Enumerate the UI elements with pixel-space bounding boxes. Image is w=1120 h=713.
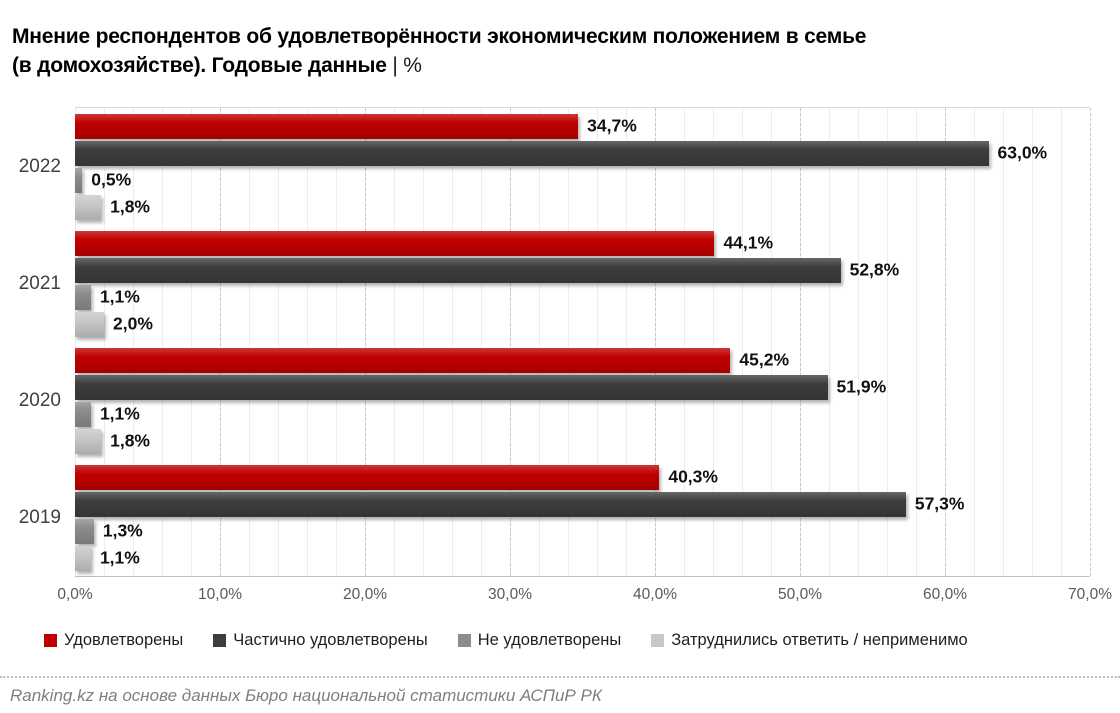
x-tick-70: 70,0% [1068,586,1112,603]
gridline-60 [945,108,946,576]
data-label-2020-1: 51,9% [836,376,887,397]
y-axis-label-2020: 2020 [18,389,61,411]
data-label-2021-3: 2,0% [113,313,153,334]
bar-2021-1 [75,257,841,283]
legend-item-2: Не удовлетворены [457,631,622,650]
y-axis-label-2019: 2019 [18,506,61,528]
bar-row-2022-0: 34,7% [75,113,1090,139]
bar-row-2020-2: 1,1% [75,401,1090,427]
legend-label-1: Частично удовлетворены [233,631,428,649]
data-label-2021-0: 44,1% [723,232,774,253]
bar-group-2020: 2020 45,2% 51,9% 1,1% 1,8% [19,342,1090,459]
bar-row-2021-0: 44,1% [75,230,1090,256]
bar-2019-1 [75,491,906,517]
legend: Удовлетворены Частично удовлетворены Не уд… [44,631,968,650]
legend-item-0: Удовлетворены [44,631,183,650]
bar-group-2019: 2019 40,3% 57,3% 1,3% 1,1% [19,459,1090,576]
data-label-2020-2: 1,1% [99,403,140,424]
bar-row-2019-3: 1,1% [75,545,1090,571]
bar-row-2019-0: 40,3% [75,464,1090,490]
bar-row-2021-3: 2,0% [75,311,1090,337]
bar-row-2021-2: 1,1% [75,284,1090,310]
bar-row-2022-2: 0,5% [75,167,1090,193]
gridline-40 [655,108,656,576]
bar-row-2020-0: 45,2% [75,347,1090,373]
data-label-2022-3: 1,8% [110,196,150,217]
bar-2021-0 [75,230,715,256]
legend-label-3: Затруднились ответить / неприменимо [671,631,968,649]
gridline-10 [220,108,221,576]
bar-2022-1 [75,140,989,166]
y-axis-label-2022: 2022 [18,155,61,177]
bar-2021-3 [75,311,104,337]
data-label-2022-1: 63,0% [997,142,1048,163]
bar-2020-2 [75,401,91,427]
legend-swatch-0 [44,634,57,647]
bar-group-2022: 2022 34,7% 63,0% 0,5% 1,8% [19,108,1090,225]
bar-row-2022-3: 1,8% [75,194,1090,220]
bar-row-2020-3: 1,8% [75,428,1090,454]
x-tick-10: 10,0% [198,586,242,603]
legend-item-3: Затруднились ответить / неприменимо [651,631,968,650]
bar-2021-2 [75,284,91,310]
legend-item-1: Частично удовлетворены [213,631,428,650]
data-label-2020-0: 45,2% [739,349,790,370]
gridline-30 [510,108,511,576]
gridline-70 [1090,108,1091,576]
legend-swatch-1 [213,634,227,647]
legend-label-0: Удовлетворены [64,631,184,649]
data-label-2019-0: 40,3% [668,466,718,487]
x-tick-0: 0,0% [57,586,93,603]
x-axis: 0,0% 10,0% 20,0% 30,0% 40,0% 50,0% 60,0% 70,0% [57,586,1112,608]
bar-2020-3 [75,428,102,454]
bar-2020-0 [75,347,731,373]
chart-title-line2: (в домохозяйстве). Годовые данные | % [12,54,422,77]
gridline-20 [365,108,366,576]
data-label-2019-3: 1,1% [99,547,140,568]
bar-2019-2 [75,518,94,544]
chart-title: Мнение респондентов об удовлетворённости… [12,22,866,80]
bar-row-2020-1: 51,9% [75,374,1090,400]
bar-2022-0 [75,113,579,139]
data-label-2020-3: 1,8% [110,430,150,451]
gridline-50 [800,108,801,576]
x-tick-50: 50,0% [778,586,822,603]
legend-swatch-3 [651,634,665,647]
data-label-2022-0: 34,7% [587,115,637,136]
x-tick-30: 30,0% [488,586,532,603]
data-label-2019-1: 57,3% [914,493,965,514]
plot-area: 2022 34,7% 63,0% 0,5% 1,8% 2021 44,1% 52,8% 1,1%… [19,107,1091,577]
bar-2022-3 [75,194,102,220]
data-label-2022-2: 0,5% [91,169,132,190]
y-axis-label-2021: 2021 [18,272,61,294]
legend-swatch-2 [457,634,471,647]
bar-2022-2 [75,167,83,193]
bar-row-2019-1: 57,3% [75,491,1090,517]
source-note: Ranking.kz на основе данных Бюро национа… [10,686,602,705]
legend-label-2: Не удовлетворены [477,631,622,649]
chart-title-unit: | % [392,54,422,77]
bar-row-2019-2: 1,3% [75,518,1090,544]
data-label-2021-2: 1,1% [99,286,140,307]
x-tick-20: 20,0% [343,586,387,603]
bar-row-2022-1: 63,0% [75,140,1090,166]
bar-2019-0 [75,464,660,490]
data-label-2021-1: 52,8% [849,259,900,280]
footer-divider [0,676,1120,678]
bar-2019-3 [75,545,91,571]
bar-group-2021: 2021 44,1% 52,8% 1,1% 2,0% [19,225,1090,342]
bar-row-2021-1: 52,8% [75,257,1090,283]
x-tick-40: 40,0% [633,586,677,603]
data-label-2019-2: 1,3% [102,520,143,541]
x-tick-60: 60,0% [923,586,967,603]
chart-title-line1: Мнение респондентов об удовлетворённости… [12,25,867,48]
bar-2020-1 [75,374,828,400]
